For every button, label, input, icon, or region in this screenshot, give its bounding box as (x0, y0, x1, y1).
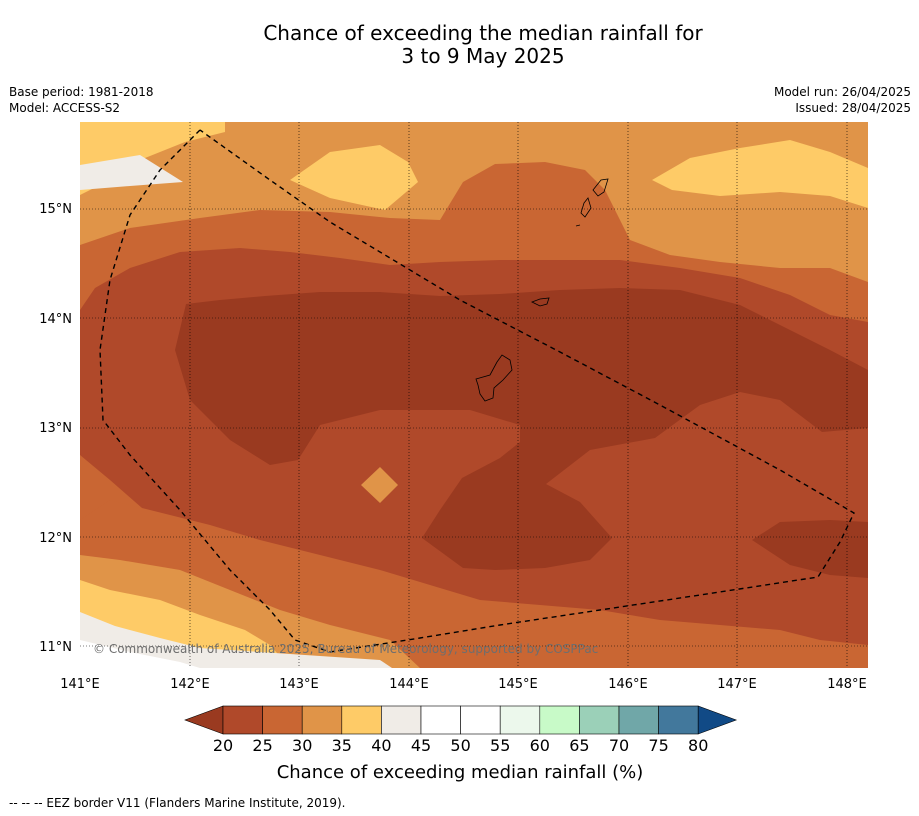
title-line-1: Chance of exceeding the median rainfall … (263, 21, 703, 45)
colorbar-tick-65: 65 (569, 736, 589, 755)
lat-label-12n: 12°N (39, 531, 72, 546)
colorbar-tick-20: 20 (213, 736, 233, 755)
colorbar-cell-35-40 (341, 705, 382, 735)
colorbar-tick-70: 70 (609, 736, 629, 755)
colorbar-tick-45: 45 (411, 736, 431, 755)
latitude-labels: 15°N 14°N 13°N 12°N 11°N (39, 202, 72, 655)
band-below-20-center (175, 288, 868, 570)
issued-text: Issued: 28/04/2025 (795, 101, 911, 115)
colorbar-cell-25-30 (262, 705, 303, 735)
lon-label-148e: 148°E (827, 677, 867, 692)
band-45-50-southwest (80, 640, 200, 668)
colorbar-extend-low (184, 705, 224, 735)
colorbar-cell-55-60 (499, 705, 541, 735)
band-below-20-east (752, 520, 868, 578)
map-title: Chance of exceeding the median rainfall … (0, 22, 919, 68)
lon-label-146e: 146°E (608, 677, 648, 692)
saipan-outline (592, 178, 609, 197)
rota-outline (531, 297, 550, 307)
colorbar-label: Chance of exceeding median rainfall (%) (277, 762, 644, 783)
colorbar-cells (184, 705, 738, 735)
tinian-outline (580, 197, 592, 218)
lat-label-14n: 14°N (39, 312, 72, 327)
lon-label-147e: 147°E (717, 677, 757, 692)
meta-left: Base period: 1981-2018 Model: ACCESS-S2 (9, 84, 154, 116)
aguijan-outline (575, 224, 581, 227)
colorbar-cell-65-70 (579, 705, 620, 735)
longitude-labels: 141°E 142°E 143°E 144°E 145°E 146°E 147°… (60, 677, 867, 692)
lat-label-13n: 13°N (39, 421, 72, 436)
colorbar-tick-40: 40 (371, 736, 391, 755)
colorbar-cell-30-35 (301, 705, 343, 735)
lon-label-144e: 144°E (389, 677, 429, 692)
eez-border-line (99, 129, 855, 653)
lon-label-141e: 141°E (60, 677, 100, 692)
model-run-text: Model run: 26/04/2025 (773, 85, 911, 99)
lon-label-142e: 142°E (170, 677, 210, 692)
band-40-45-south (80, 612, 392, 668)
lat-label-15n: 15°N (39, 202, 72, 217)
colorbar-tick-35: 35 (332, 736, 352, 755)
colorbar-ticks: 20 25 30 35 40 45 50 55 60 65 70 75 80 (213, 736, 709, 755)
patch-30-35-center (361, 467, 398, 503)
colorbar-tick-50: 50 (450, 736, 470, 755)
meta-right: Model run: 26/04/2025 Issued: 28/04/2025 (774, 84, 911, 116)
colorbar-tick-30: 30 (292, 736, 312, 755)
colorbar-tick-60: 60 (530, 736, 550, 755)
guam-outline (475, 354, 513, 402)
colorbar-extend-high (697, 705, 738, 735)
base-period-text: Base period: 1981-2018 (9, 85, 154, 99)
band-35-40-north (80, 122, 225, 195)
band-35-40-northeast (652, 140, 868, 208)
colorbar-cell-60-65 (539, 705, 580, 735)
lon-label-145e: 145°E (498, 677, 538, 692)
eez-footer-note: -- -- -- EEZ border V11 (Flanders Marine… (9, 796, 346, 810)
colorbar: 20 25 30 35 40 45 50 55 60 65 70 75 80 Chance of exc… (184, 705, 738, 783)
copyright-text: © Commonwealth of Australia 2025, Bureau… (93, 642, 598, 656)
lon-label-143e: 143°E (279, 677, 319, 692)
colorbar-cell-75-80 (658, 705, 699, 735)
colorbar-cell-20-25 (222, 705, 263, 735)
colorbar-tick-55: 55 (490, 736, 510, 755)
lat-label-11n: 11°N (39, 640, 72, 655)
islands (475, 178, 609, 402)
colorbar-cell-40-45 (381, 705, 422, 735)
graticule (80, 122, 868, 668)
colorbar-cell-50-55 (460, 705, 501, 735)
title-line-2: 3 to 9 May 2025 (401, 44, 565, 68)
colorbar-tick-25: 25 (252, 736, 272, 755)
colorbar-tick-75: 75 (648, 736, 668, 755)
colorbar-tick-80: 80 (688, 736, 708, 755)
band-40-45-northwest (80, 155, 183, 190)
colorbar-cell-45-50 (420, 705, 461, 735)
band-35-40-north-center (290, 145, 418, 210)
rainfall-probability-map: © Commonwealth of Australia 2025, Bureau… (80, 122, 868, 668)
model-text: Model: ACCESS-S2 (9, 101, 121, 115)
colorbar-cell-70-75 (618, 705, 659, 735)
